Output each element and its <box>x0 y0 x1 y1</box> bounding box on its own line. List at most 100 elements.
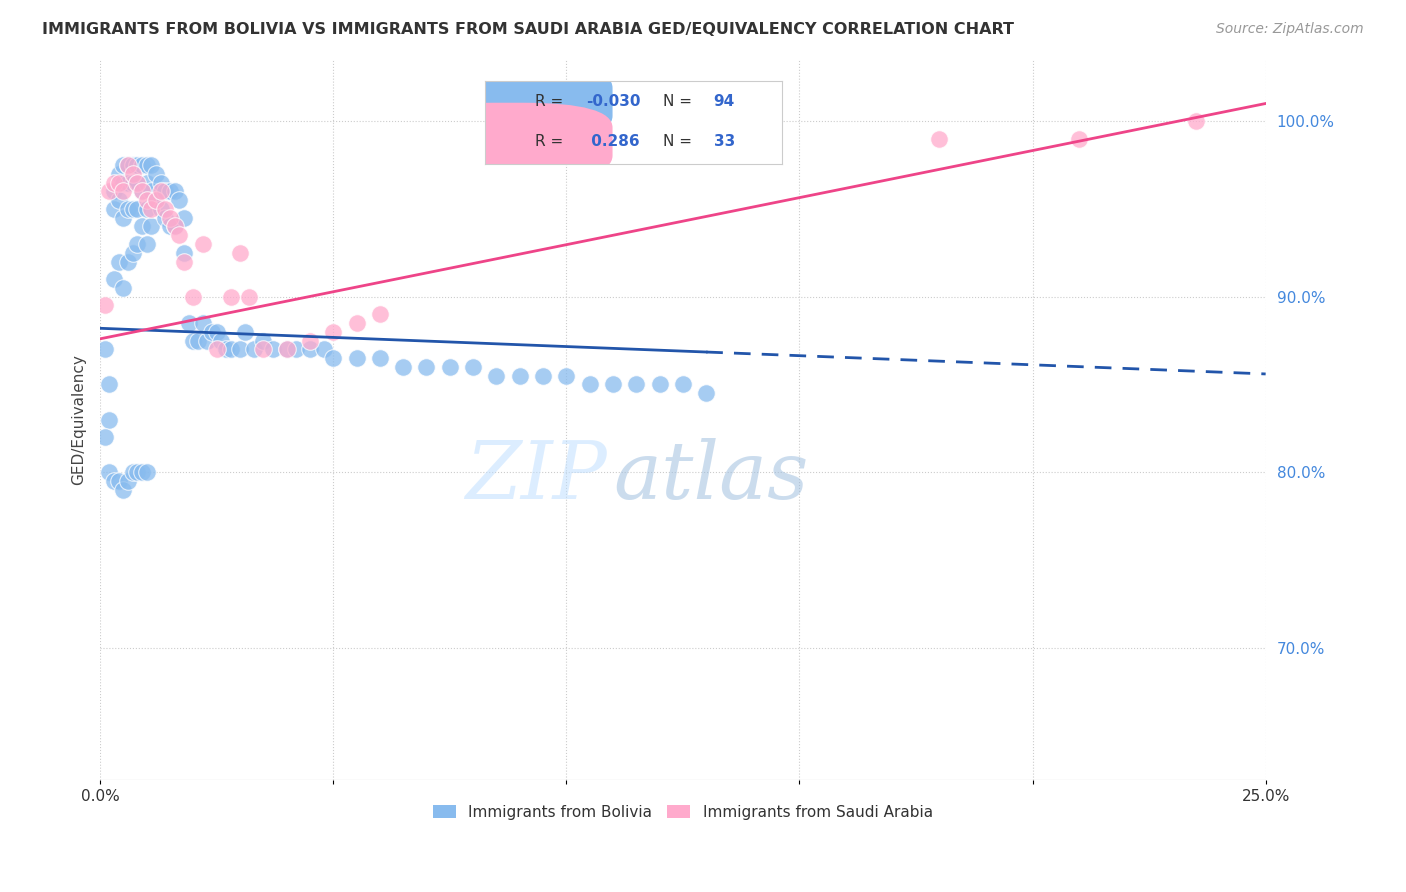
Point <box>98 465 121 479</box>
Point <box>159 184 181 198</box>
Point <box>155 184 177 198</box>
Point <box>149 184 172 198</box>
Point <box>112 158 135 172</box>
Point <box>368 351 391 366</box>
Point <box>461 359 484 374</box>
Point <box>695 386 717 401</box>
Point <box>141 202 163 216</box>
Point <box>415 359 437 374</box>
Point <box>215 343 238 357</box>
Point <box>141 184 163 198</box>
Point <box>98 412 121 426</box>
Point <box>346 351 368 366</box>
Point <box>117 176 139 190</box>
Point <box>509 368 531 383</box>
Point <box>117 202 139 216</box>
Text: ZIP: ZIP <box>465 439 607 516</box>
Point <box>183 334 205 348</box>
Point <box>555 368 578 383</box>
Point <box>485 368 508 383</box>
Point <box>135 176 157 190</box>
Text: atlas: atlas <box>613 439 808 516</box>
Point <box>131 219 153 234</box>
Point <box>298 343 321 357</box>
Point <box>163 219 186 234</box>
Text: Source: ZipAtlas.com: Source: ZipAtlas.com <box>1216 22 1364 37</box>
Point <box>322 351 344 366</box>
Point <box>602 377 624 392</box>
Point <box>103 184 125 198</box>
Point <box>183 290 205 304</box>
Point <box>127 158 149 172</box>
Point <box>169 228 191 243</box>
Text: IMMIGRANTS FROM BOLIVIA VS IMMIGRANTS FROM SAUDI ARABIA GED/EQUIVALENCY CORRELAT: IMMIGRANTS FROM BOLIVIA VS IMMIGRANTS FR… <box>42 22 1014 37</box>
Point <box>94 298 117 312</box>
Point <box>107 254 129 268</box>
Point <box>155 202 177 216</box>
Point <box>103 272 125 286</box>
Point <box>173 254 195 268</box>
Point <box>121 202 143 216</box>
Point <box>238 290 260 304</box>
Point <box>131 465 153 479</box>
Point <box>169 193 191 207</box>
Point <box>195 334 218 348</box>
Point <box>626 377 648 392</box>
Point <box>187 334 209 348</box>
Point <box>127 176 149 190</box>
Point <box>1069 131 1091 145</box>
Point <box>131 184 153 198</box>
Point <box>112 211 135 225</box>
Point <box>672 377 695 392</box>
Point <box>648 377 671 392</box>
Point <box>243 343 266 357</box>
Y-axis label: GED/Equivalency: GED/Equivalency <box>72 354 86 485</box>
Point <box>312 343 335 357</box>
Point <box>103 202 125 216</box>
Point <box>112 176 135 190</box>
Point <box>117 254 139 268</box>
Point <box>392 359 415 374</box>
Point <box>117 474 139 488</box>
Point <box>252 343 274 357</box>
Point <box>159 211 181 225</box>
Point <box>117 158 139 172</box>
Point <box>219 343 242 357</box>
Point <box>201 325 224 339</box>
Point <box>368 307 391 321</box>
Point <box>1184 114 1206 128</box>
Point <box>117 158 139 172</box>
Point <box>149 202 172 216</box>
Point <box>531 368 554 383</box>
Point <box>173 245 195 260</box>
Point <box>229 245 252 260</box>
Point <box>233 325 256 339</box>
Point <box>94 430 117 444</box>
Point <box>127 237 149 252</box>
Point <box>191 316 214 330</box>
Point <box>173 211 195 225</box>
Point <box>159 219 181 234</box>
Point <box>103 474 125 488</box>
Point <box>135 465 157 479</box>
Point <box>135 237 157 252</box>
Point <box>322 325 344 339</box>
Point <box>107 193 129 207</box>
Point <box>135 202 157 216</box>
Point <box>145 167 167 181</box>
Point <box>149 176 172 190</box>
Point <box>578 377 600 392</box>
Point <box>205 325 228 339</box>
Point <box>112 281 135 295</box>
Point <box>94 343 117 357</box>
Point <box>107 474 129 488</box>
Point <box>163 184 186 198</box>
Point <box>127 202 149 216</box>
Point <box>141 158 163 172</box>
Legend: Immigrants from Bolivia, Immigrants from Saudi Arabia: Immigrants from Bolivia, Immigrants from… <box>427 798 939 826</box>
Point <box>98 377 121 392</box>
Point <box>205 343 228 357</box>
Point <box>121 176 143 190</box>
Point <box>346 316 368 330</box>
Point <box>131 184 153 198</box>
